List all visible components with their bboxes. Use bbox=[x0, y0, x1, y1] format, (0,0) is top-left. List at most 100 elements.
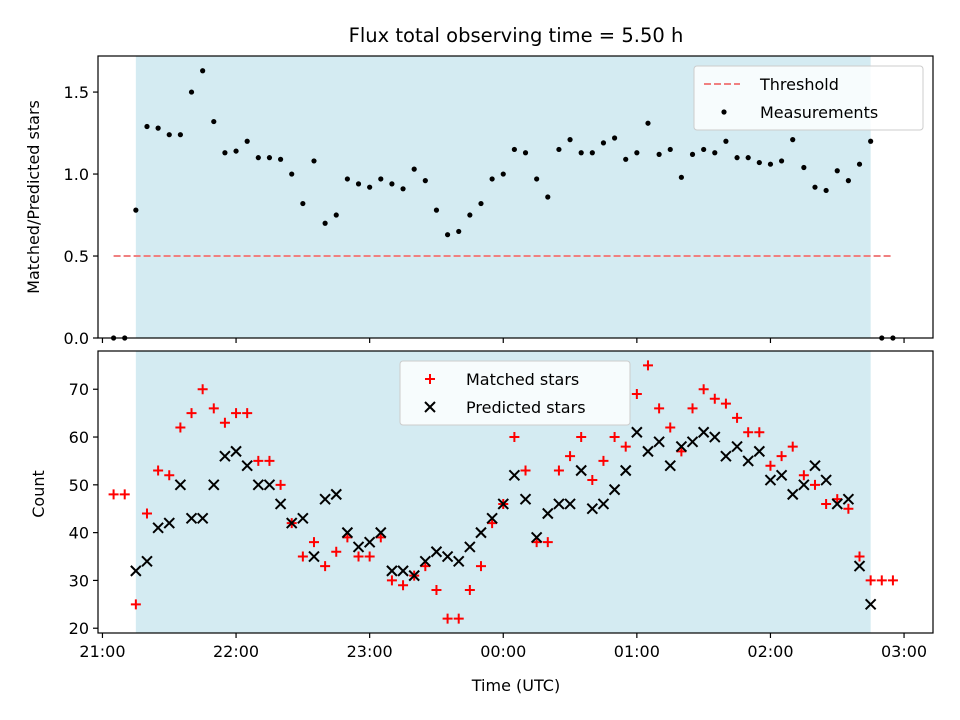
measurement-point bbox=[300, 200, 306, 207]
predicted-star-point bbox=[408, 569, 420, 582]
predicted-star-point bbox=[130, 565, 142, 577]
bottom-panel-counts: 20 30 40 50 60 70 21:00 22:00 23:00 00:00 01:00 02:… bbox=[69, 350, 934, 661]
predicted-star-point bbox=[530, 531, 543, 544]
measurement-point bbox=[689, 151, 696, 157]
x-tick-label: 00:00 bbox=[480, 642, 526, 661]
legend-entry-label: Matched stars bbox=[466, 370, 579, 389]
predicted-star-point bbox=[798, 479, 810, 491]
matched-star-point bbox=[609, 432, 620, 443]
x-tick-label: 23:00 bbox=[347, 642, 393, 661]
measurement-point bbox=[545, 194, 551, 200]
measurement-point bbox=[578, 150, 584, 156]
y-tick-label: 60 bbox=[69, 428, 89, 447]
matched-star-point bbox=[531, 537, 542, 548]
legend-entry-label: Threshold bbox=[759, 75, 839, 94]
matched-star-point bbox=[754, 427, 765, 438]
y-tick-label: 50 bbox=[69, 476, 89, 495]
measurement-point bbox=[422, 178, 428, 184]
matched-star-point bbox=[164, 470, 175, 481]
matched-star-point bbox=[297, 551, 308, 562]
predicted-star-point bbox=[174, 479, 187, 491]
matched-star-point bbox=[264, 455, 275, 466]
predicted-star-point bbox=[564, 498, 576, 510]
predicted-star-point bbox=[252, 479, 265, 491]
matched-star-point bbox=[420, 561, 431, 572]
measurement-point bbox=[656, 151, 662, 157]
measurement-point bbox=[634, 150, 640, 156]
measurement-point bbox=[522, 150, 529, 156]
matched-star-point bbox=[487, 518, 498, 529]
predicted-star-point bbox=[575, 464, 587, 477]
measurement-point bbox=[623, 156, 629, 162]
matched-star-point bbox=[665, 422, 676, 433]
matched-star-point bbox=[119, 489, 130, 500]
matched-star-point bbox=[353, 551, 364, 562]
matched-star-point bbox=[698, 384, 709, 395]
measurement-point bbox=[289, 171, 295, 177]
predicted-star-point bbox=[163, 517, 175, 529]
legend-box bbox=[399, 360, 631, 426]
predicted-star-point bbox=[542, 507, 554, 520]
predicted-star-point bbox=[508, 469, 521, 481]
matched-star-point bbox=[732, 412, 743, 423]
predicted-star-point bbox=[631, 426, 643, 438]
matched-star-point bbox=[676, 446, 687, 457]
matched-star-point bbox=[186, 408, 197, 419]
legend: Matched stars Predicted stars bbox=[399, 360, 631, 426]
measurement-point bbox=[144, 123, 150, 130]
predicted-star-point bbox=[386, 565, 398, 577]
predicted-star-point bbox=[586, 503, 599, 515]
predicted-star-point bbox=[553, 498, 565, 510]
matched-star-point bbox=[854, 551, 865, 562]
measurement-point bbox=[834, 168, 840, 174]
matched-star-point bbox=[197, 384, 208, 395]
matched-star-point bbox=[275, 479, 286, 490]
measurement-point bbox=[433, 207, 440, 213]
predicted-star-point bbox=[597, 498, 610, 510]
measurement-point bbox=[500, 171, 506, 177]
predicted-star-point bbox=[853, 560, 866, 572]
predicted-star-point bbox=[185, 512, 198, 524]
measurement-point bbox=[266, 155, 273, 161]
predicted-star-point bbox=[308, 550, 320, 563]
predicted-star-point bbox=[274, 498, 287, 510]
matched-star-point bbox=[208, 403, 219, 414]
predicted-star-point bbox=[208, 479, 220, 491]
measurement-point bbox=[511, 146, 517, 153]
measurement-point bbox=[611, 135, 618, 141]
predicted-star-point bbox=[352, 541, 365, 553]
measurement-point bbox=[355, 181, 362, 187]
predicted-star-point bbox=[742, 455, 754, 467]
measurement-point bbox=[467, 212, 473, 218]
predicted-star-point bbox=[664, 460, 676, 472]
measurement-point bbox=[767, 161, 774, 167]
matched-star-point bbox=[843, 503, 854, 514]
predicted-star-point bbox=[263, 479, 276, 491]
measurement-point bbox=[745, 155, 751, 161]
predicted-star-point bbox=[497, 498, 509, 510]
measurement-point bbox=[188, 89, 195, 95]
measurement-point bbox=[400, 186, 406, 192]
measurement-point bbox=[277, 156, 284, 162]
predicted-star-point bbox=[486, 512, 498, 524]
predicted-star-point bbox=[653, 436, 665, 448]
measurement-point bbox=[311, 158, 317, 164]
predicted-star-point bbox=[375, 526, 387, 539]
matched-star-point bbox=[331, 546, 342, 557]
matched-star-point bbox=[453, 613, 464, 624]
matched-star-point bbox=[787, 441, 798, 452]
x-tick-label: 21:00 bbox=[79, 642, 125, 661]
matched-star-point bbox=[398, 580, 409, 591]
matched-star-point bbox=[687, 403, 698, 414]
predicted-star-point bbox=[330, 488, 342, 501]
legend-entry-label: Predicted stars bbox=[466, 398, 586, 417]
matched-star-point bbox=[475, 561, 486, 572]
predicted-star-point bbox=[675, 440, 688, 453]
predicted-star-point bbox=[475, 526, 487, 539]
predicted-star-point bbox=[686, 436, 699, 448]
matched-star-point bbox=[175, 422, 186, 433]
matched-star-point bbox=[108, 489, 119, 500]
y-tick-label: 0.5 bbox=[64, 247, 89, 266]
predicted-star-point bbox=[219, 450, 231, 462]
y-tick-label: 1.0 bbox=[64, 165, 89, 184]
